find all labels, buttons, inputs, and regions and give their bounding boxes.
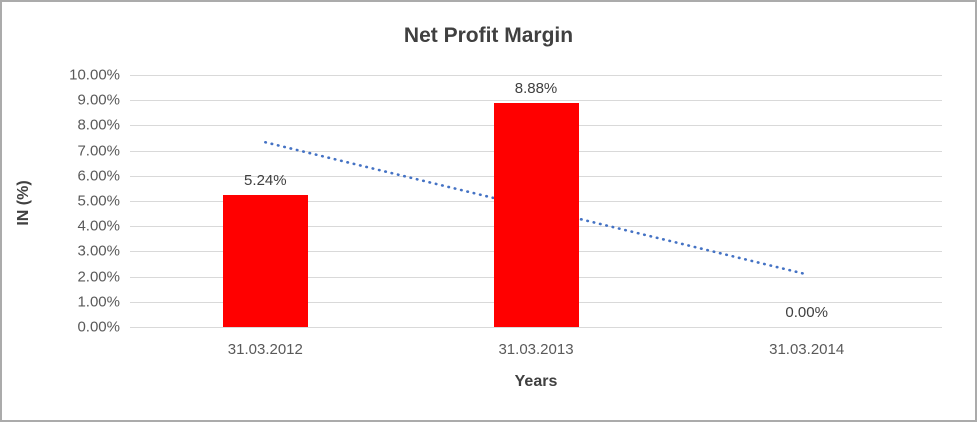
x-tick-label: 31.03.2013 xyxy=(498,341,574,358)
y-tick-label: 3.00% xyxy=(77,242,120,260)
bar-data-label: 0.00% xyxy=(785,304,828,321)
y-tick-label: 0.00% xyxy=(77,318,120,336)
x-tick-label: 31.03.2012 xyxy=(227,341,303,358)
y-tick-label: 10.00% xyxy=(69,66,120,84)
bar xyxy=(493,103,579,327)
gridline xyxy=(130,327,942,328)
x-tick-label: 31.03.2014 xyxy=(769,341,845,358)
y-tick-label: 7.00% xyxy=(77,142,120,160)
y-tick-label: 1.00% xyxy=(77,293,120,311)
gridline xyxy=(130,75,942,76)
x-axis-title: Years xyxy=(514,373,558,390)
y-tick-label: 5.00% xyxy=(77,192,120,210)
chart-title: Net Profit Margin xyxy=(403,24,574,47)
y-tick-label: 9.00% xyxy=(77,91,120,109)
y-tick-label: 8.00% xyxy=(77,116,120,134)
bar-data-label: 8.88% xyxy=(514,80,558,98)
y-tick-label: 2.00% xyxy=(77,268,120,286)
bar xyxy=(222,194,308,327)
y-tick-label: 4.00% xyxy=(77,217,120,235)
bar-data-label: 5.24% xyxy=(244,171,287,189)
gridline xyxy=(130,100,942,102)
y-tick-label: 6.00% xyxy=(77,167,120,185)
